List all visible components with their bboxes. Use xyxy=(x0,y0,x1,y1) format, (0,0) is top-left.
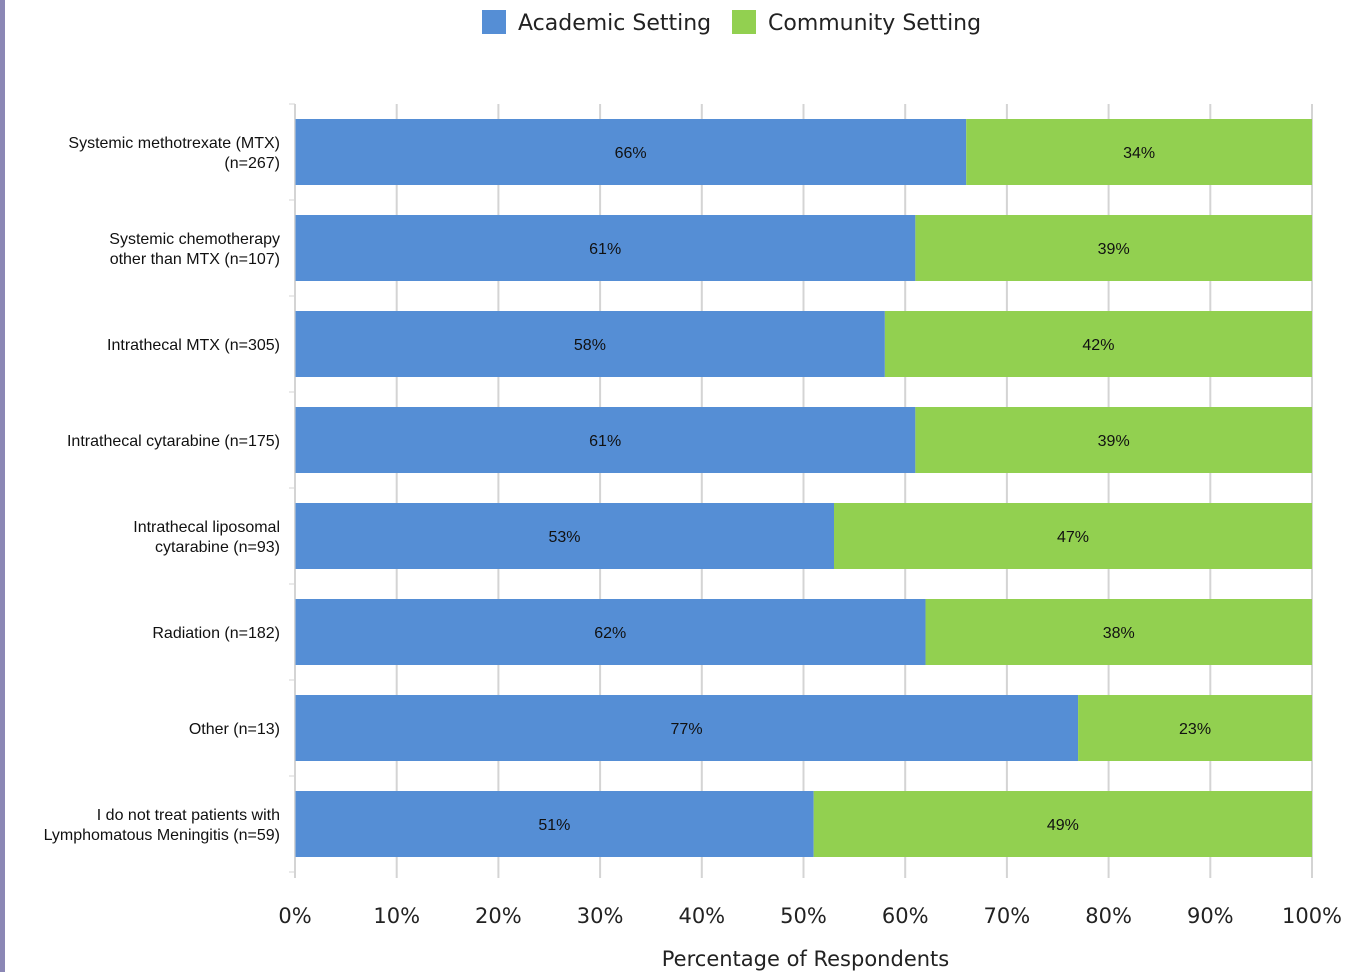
bar-segment xyxy=(295,503,835,569)
legend: Academic Setting Community Setting xyxy=(482,10,981,36)
data-label: 49% xyxy=(1047,817,1079,834)
data-label: 51% xyxy=(538,817,570,834)
bar-segment xyxy=(966,119,1312,185)
x-tick-label: 40% xyxy=(678,904,725,928)
data-label: 39% xyxy=(1098,433,1130,450)
category-label: Systemic chemotherapy other than MTX (n=1… xyxy=(109,231,280,268)
x-tick-label: 90% xyxy=(1187,904,1234,928)
category-label: Other (n=13) xyxy=(189,721,280,738)
bar-segment xyxy=(1078,695,1312,761)
category-label: I do not treat patients with Lymphomatous… xyxy=(44,807,280,844)
value-axis: 0% 10% 20% 30% 40% 50% 60% 70% 80% 90% 100% xyxy=(278,872,1342,928)
category-label: Intrathecal liposomal cytarabine (n=93) xyxy=(133,519,280,556)
bar-segment xyxy=(813,791,1312,857)
data-label: 61% xyxy=(589,241,621,258)
category-label: Intrathecal cytarabine (n=175) xyxy=(67,433,280,450)
data-label: 34% xyxy=(1123,145,1155,162)
bar-segment xyxy=(915,407,1312,473)
category-axis: Systemic methotrexate (MTX) (n=267) System… xyxy=(44,103,296,873)
bar-segment xyxy=(295,407,916,473)
x-tick-label: 30% xyxy=(577,904,624,928)
data-label: 47% xyxy=(1057,529,1089,546)
left-edge-strip xyxy=(0,0,5,972)
data-label: 66% xyxy=(615,145,647,162)
legend-label: Community Setting xyxy=(768,11,981,36)
bar-segment xyxy=(295,599,926,665)
bar-segment xyxy=(295,695,1079,761)
x-tick-label: 100% xyxy=(1282,904,1342,928)
data-label: 39% xyxy=(1098,241,1130,258)
x-axis-title: Percentage of Respondents xyxy=(662,947,949,971)
category-label: Intrathecal MTX (n=305) xyxy=(107,337,280,354)
x-tick-label: 80% xyxy=(1085,904,1132,928)
legend-swatch xyxy=(732,10,756,34)
data-label: 38% xyxy=(1103,625,1135,642)
category-label: Radiation (n=182) xyxy=(152,625,280,642)
data-label: 23% xyxy=(1179,721,1211,738)
bars: 66% 34% 61% 39% 58% 42% 61% 39% 53% 47% 62% 38% 77% 2… xyxy=(295,119,1312,857)
bar-segment xyxy=(884,311,1312,377)
data-label: 58% xyxy=(574,337,606,354)
data-label: 62% xyxy=(594,625,626,642)
x-tick-label: 70% xyxy=(984,904,1031,928)
data-label: 42% xyxy=(1082,337,1114,354)
x-tick-label: 0% xyxy=(278,904,311,928)
legend-label: Academic Setting xyxy=(518,11,711,36)
legend-swatch xyxy=(482,10,506,34)
x-tick-label: 60% xyxy=(882,904,929,928)
data-label: 77% xyxy=(671,721,703,738)
bar-segment xyxy=(295,215,916,281)
bar-segment xyxy=(915,215,1312,281)
x-tick-label: 10% xyxy=(373,904,420,928)
data-label: 61% xyxy=(589,433,621,450)
x-tick-label: 20% xyxy=(475,904,522,928)
bar-segment xyxy=(295,311,885,377)
data-label: 53% xyxy=(548,529,580,546)
bar-segment xyxy=(834,503,1312,569)
category-label: Systemic methotrexate (MTX) (n=267) xyxy=(68,135,280,172)
bar-segment xyxy=(295,791,814,857)
x-tick-label: 50% xyxy=(780,904,827,928)
bar-segment xyxy=(925,599,1312,665)
bar-segment xyxy=(295,119,967,185)
